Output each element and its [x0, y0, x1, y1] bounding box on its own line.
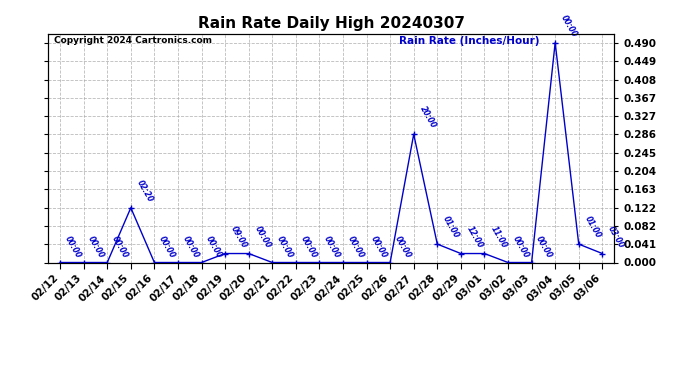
Text: 00:00: 00:00 — [299, 234, 318, 260]
Text: 02:20: 02:20 — [135, 178, 155, 204]
Text: 00:00: 00:00 — [86, 234, 106, 260]
Text: 03:00: 03:00 — [607, 224, 627, 249]
Title: Rain Rate Daily High 20240307: Rain Rate Daily High 20240307 — [198, 16, 464, 31]
Text: Copyright 2024 Cartronics.com: Copyright 2024 Cartronics.com — [54, 36, 212, 45]
Text: 00:00: 00:00 — [511, 234, 531, 260]
Text: 20:00: 20:00 — [418, 105, 437, 130]
Text: 00:00: 00:00 — [322, 234, 342, 260]
Text: 00:00: 00:00 — [560, 13, 579, 39]
Text: 00:00: 00:00 — [204, 234, 224, 260]
Text: 01:00: 01:00 — [442, 214, 461, 240]
Text: Rain Rate (Inches/Hour): Rain Rate (Inches/Hour) — [399, 36, 540, 46]
Text: 00:00: 00:00 — [346, 234, 366, 260]
Text: 00:00: 00:00 — [110, 234, 130, 260]
Text: 00:00: 00:00 — [63, 234, 83, 260]
Text: 11:00: 11:00 — [489, 224, 509, 249]
Text: 00:00: 00:00 — [393, 234, 413, 260]
Text: 09:00: 09:00 — [229, 224, 249, 249]
Text: 00:00: 00:00 — [275, 234, 295, 260]
Text: 01:00: 01:00 — [583, 214, 602, 240]
Text: 00:00: 00:00 — [369, 234, 389, 260]
Text: 00:00: 00:00 — [157, 234, 177, 260]
Text: 00:00: 00:00 — [253, 224, 273, 249]
Text: 00:00: 00:00 — [181, 234, 201, 260]
Text: 00:00: 00:00 — [534, 234, 554, 260]
Text: 12:00: 12:00 — [465, 224, 485, 249]
